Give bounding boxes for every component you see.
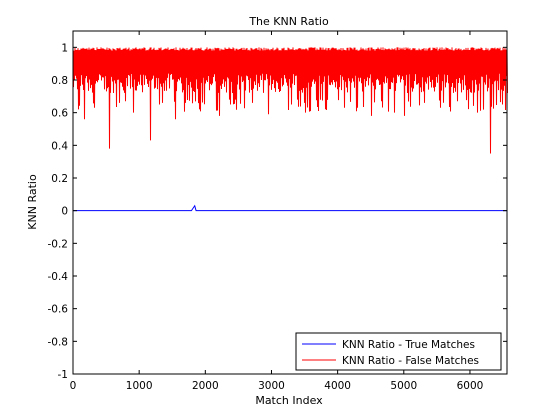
y-tick-label: -1	[58, 369, 68, 381]
y-tick-label: 0.4	[51, 140, 68, 152]
y-axis-label: KNN Ratio	[26, 174, 39, 230]
chart-title: The KNN Ratio	[248, 15, 329, 28]
legend: KNN Ratio - True Matches KNN Ratio - Fal…	[296, 333, 501, 370]
x-tick-label: 0	[70, 380, 77, 392]
legend-label-true-matches: KNN Ratio - True Matches	[342, 339, 475, 351]
y-tick-label: -0.8	[48, 336, 69, 348]
x-tick-label: 3000	[258, 380, 285, 392]
y-tick-label: -0.2	[48, 238, 69, 250]
y-tick-label: -0.4	[48, 271, 69, 283]
x-tick-label: 1000	[126, 380, 153, 392]
y-tick-label: 0.2	[51, 173, 68, 185]
x-axis-label: Match Index	[255, 394, 323, 407]
x-tick-label: 5000	[390, 380, 417, 392]
x-tick-label: 2000	[192, 380, 219, 392]
legend-label-false-matches: KNN Ratio - False Matches	[342, 355, 479, 367]
y-tick-label: 0	[61, 206, 68, 218]
y-tick-label: 0.6	[51, 108, 68, 120]
x-tick-label: 4000	[324, 380, 351, 392]
y-tick-label: 0.8	[51, 75, 68, 87]
x-tick-label: 6000	[457, 380, 484, 392]
y-tick-label: 1	[61, 42, 68, 54]
y-tick-label: -0.6	[48, 304, 69, 316]
